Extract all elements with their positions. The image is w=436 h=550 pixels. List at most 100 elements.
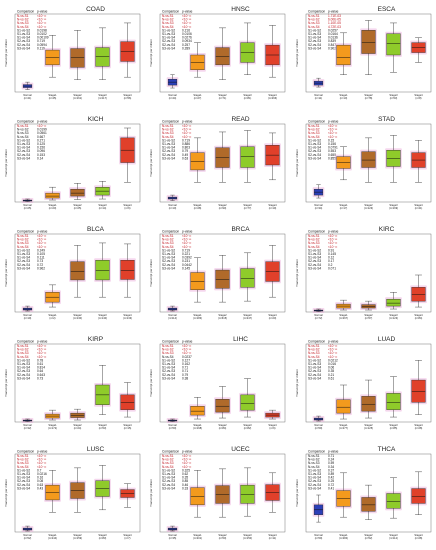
box-stage2 [70,261,85,281]
comparison-pvalue: 0.79 [182,149,188,153]
sample-size-label: (n=52) [365,536,373,540]
plot-frame [159,453,286,533]
box-stage3 [95,260,110,281]
comparison-label: N-vs-S4 [17,355,29,359]
comparison-pvalue: <10⁻¹² [328,128,337,132]
sample-size-label: (n=59) [315,536,323,540]
sample-size-label: (n=50) [169,426,177,430]
sample-size-label: (n=130) [73,316,82,320]
comparison-label: S1-vs-S4 [17,476,30,480]
x-tick-label: Stage2 [218,313,227,317]
chart-title: LIHC [233,336,248,343]
comparison-label: N-vs-S2 [162,18,174,22]
comparison-label: S2-vs-S4 [308,263,321,267]
comparison-header: Comparison [308,230,325,234]
comparison-label: N-vs-S2 [17,18,29,22]
comparison-pvalue: 0.35 [328,369,334,373]
box-stage2 [361,497,376,512]
comparison-pvalue: <10⁻¹² [37,351,46,355]
comparison-pvalue: 0.071 [328,266,336,270]
chart-luad: LUAD Transcript per million Comparison p-va… [295,336,432,430]
comparison-pvalue: 0.145 [182,266,190,270]
comparison-label: N-vs-S4 [308,135,320,139]
comparison-label: N-vs-S3 [17,131,29,135]
comparison-label: S1-vs-S4 [308,476,321,480]
comparison-label: N-vs-S3 [308,351,320,355]
comparison-pvalue: 0.105 [37,252,45,256]
panel-stad: STAD Transcript per million Comparison p-va… [291,110,436,220]
comparison-pvalue: <10⁻¹² [182,124,191,128]
comparison-label: S1-vs-S3 [308,252,321,256]
comparison-label: N-vs-S4 [308,245,320,249]
comparison-label: N-vs-S4 [308,355,320,359]
box-stage3 [386,393,401,410]
sample-size-label: (n=50) [219,536,227,540]
x-tick-label: Stage3 [243,93,252,97]
sample-size-label: (n=27) [194,96,202,100]
comparison-pvalue: 0.49 [182,153,188,157]
comparison-label: S1-vs-S3 [17,472,30,476]
comparison-pvalue: 0.216 [182,28,190,32]
comparison-label: N-vs-S2 [17,458,29,462]
pvalue-header: p-value [182,120,193,124]
x-tick-label: Normal [168,93,177,97]
comparison-label: N-vs-S1 [308,234,320,238]
comparison-label: S2-vs-S4 [308,153,321,157]
comparison-label: S2-vs-S3 [308,259,321,263]
x-tick-label: Stage2 [364,93,373,97]
x-tick-label: Stage4 [268,203,277,207]
comparison-pvalue: 0.855 [328,156,336,160]
comparison-label: S2-vs-S4 [162,483,175,487]
sample-size-label: (n=77) [244,206,252,210]
x-tick-label: Stage4 [414,93,423,97]
comparison-label: S2-vs-S3 [308,39,321,43]
comparison-pvalue: 0.249 [37,248,45,252]
x-tick-label: Stage1 [48,313,57,317]
comparison-header: Comparison [17,120,34,124]
plot-frame [159,13,286,93]
x-tick-label: Normal [168,203,177,207]
comparison-pvalue: 0.14 [37,156,43,160]
chart-lusc: LUSC Transcript per million Comparison p-va… [4,446,141,540]
comparison-pvalue: 0.257 [182,43,190,47]
sample-size-label: (n=161) [73,96,82,100]
x-tick-label: Stage4 [268,93,277,97]
sample-size-label: (n=2) [49,316,55,320]
comparison-header: Comparison [162,230,179,234]
comparison-pvalue: 0.0276 [182,36,192,40]
comparison-pvalue: 0.271 [37,138,45,142]
x-tick-label: Stage3 [98,93,107,97]
sample-size-label: (n=15) [124,426,132,430]
x-tick-label: Stage1 [193,203,202,207]
comparison-pvalue: <10⁻¹² [182,465,191,469]
comparison-label: S1-vs-S2 [308,358,321,362]
comparison-label: S3-vs-S4 [17,486,30,490]
x-tick-label: Stage4 [414,203,423,207]
comparison-label: S1-vs-S4 [17,146,30,150]
comparison-pvalue: <10⁻¹² [328,234,337,238]
comparison-pvalue: 0.016 [328,362,336,366]
sample-size-label: (n=8) [415,96,421,100]
comparison-label: N-vs-S4 [308,465,320,469]
comparison-label: S2-vs-S3 [17,369,30,373]
pvalue-header: p-value [37,230,48,234]
x-tick-label: Stage1 [48,533,57,537]
pvalue-header: p-value [328,230,339,234]
comparison-label: S2-vs-S4 [162,153,175,157]
x-tick-label: Stage2 [218,533,227,537]
comparison-pvalue: 0.127 [182,358,190,362]
y-axis-label: Transcript per million [149,149,153,177]
comparison-pvalue: 0.35 [182,476,188,480]
comparison-header: Comparison [308,340,325,344]
sample-size-label: (n=266) [268,96,277,100]
box-stage2 [361,151,376,168]
x-tick-label: Stage2 [218,93,227,97]
chart-title: KIRC [379,226,395,233]
x-tick-label: Stage3 [243,533,252,537]
comparison-label: S2-vs-S3 [17,479,30,483]
comparison-label: N-vs-S2 [162,458,174,462]
comparison-header: Comparison [308,120,325,124]
comparison-label: N-vs-S1 [162,454,174,458]
comparison-label: S1-vs-S2 [162,28,175,32]
comparison-pvalue: 0.162 [182,362,190,366]
